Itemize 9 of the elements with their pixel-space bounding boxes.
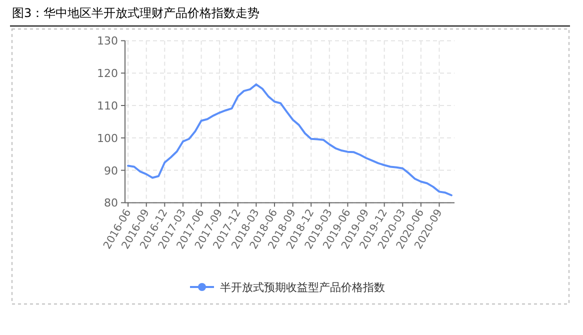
line-series bbox=[127, 83, 452, 196]
y-tick-label: 110 bbox=[97, 100, 118, 112]
y-tick-label: 100 bbox=[97, 132, 118, 145]
legend-label: 半开放式预期收益型产品价格指数 bbox=[220, 281, 385, 294]
y-tick-label: 90 bbox=[104, 164, 118, 178]
y-tick-label: 80 bbox=[104, 196, 118, 210]
y-tick-label: 120 bbox=[97, 67, 118, 80]
chart-title: 图3：华中地区半开放式理财产品价格指数走势 bbox=[12, 6, 260, 20]
y-tick-label: 130 bbox=[97, 34, 118, 48]
